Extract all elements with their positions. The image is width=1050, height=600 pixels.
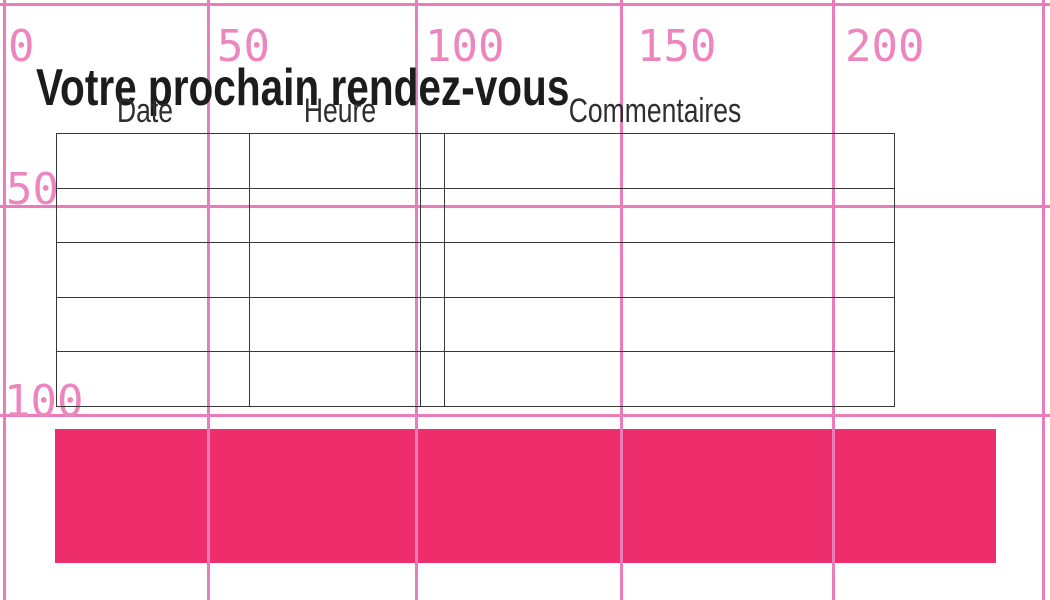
table-cell	[249, 242, 421, 298]
table-row	[56, 133, 895, 189]
page-title: Votre prochain rendez-vous	[36, 58, 570, 117]
table-row	[56, 296, 895, 353]
table-cell	[420, 133, 445, 189]
table-cell	[444, 296, 895, 353]
table-cell	[56, 351, 250, 407]
table-cell	[249, 296, 421, 353]
table-cell	[444, 187, 895, 244]
table-cell	[444, 351, 895, 407]
column-header-heure: Heure	[303, 92, 377, 130]
table-cell	[56, 242, 250, 298]
table-cell	[420, 242, 445, 298]
table-cell	[420, 296, 445, 353]
column-header-commentaires: Commentaires	[568, 92, 742, 130]
table-cell	[249, 133, 421, 189]
table-cell	[444, 242, 895, 298]
column-header-date: Date	[116, 92, 174, 130]
table-row	[56, 242, 895, 298]
table-cell	[249, 187, 421, 244]
table-cell	[56, 187, 250, 244]
table-cell	[420, 187, 445, 244]
table-row	[56, 351, 895, 407]
table-row	[56, 187, 895, 244]
table-cell	[444, 133, 895, 189]
table-cell	[249, 351, 421, 407]
appointment-table	[56, 133, 895, 407]
table-cell	[56, 133, 250, 189]
table-cell	[420, 351, 445, 407]
table-cell	[56, 296, 250, 353]
highlight-bar	[55, 429, 996, 563]
